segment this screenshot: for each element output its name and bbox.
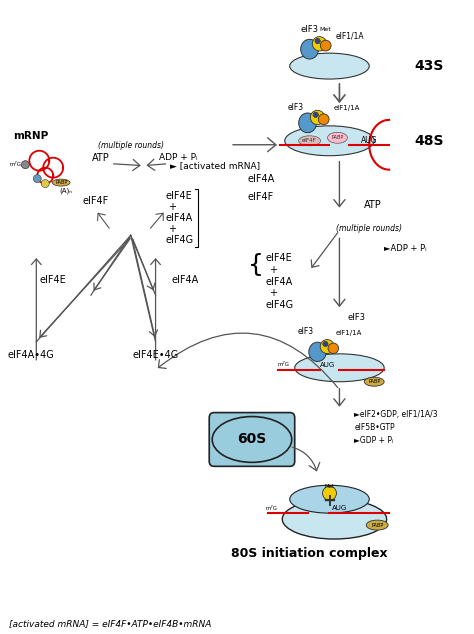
Text: PABP: PABP (331, 135, 344, 140)
Text: eIF3: eIF3 (298, 327, 314, 337)
Text: m⁷G: m⁷G (266, 506, 278, 510)
Text: eIF4A: eIF4A (172, 275, 199, 285)
Ellipse shape (52, 179, 70, 186)
Text: eIF1/1A: eIF1/1A (334, 105, 360, 111)
Ellipse shape (309, 342, 326, 361)
Text: eIF4E: eIF4E (40, 275, 66, 285)
Text: ►ADP + Pᵢ: ►ADP + Pᵢ (384, 244, 427, 253)
Circle shape (323, 341, 328, 347)
Text: +: + (168, 224, 176, 235)
Ellipse shape (290, 53, 369, 79)
Ellipse shape (295, 354, 384, 382)
Text: PABP: PABP (371, 522, 383, 527)
Circle shape (315, 39, 320, 44)
Circle shape (310, 110, 325, 125)
Text: eIF1/1A: eIF1/1A (336, 32, 364, 41)
FancyBboxPatch shape (209, 413, 295, 467)
Text: eIF4A•4G: eIF4A•4G (8, 350, 55, 360)
Text: m⁷G: m⁷G (9, 162, 21, 167)
Text: m⁷G: m⁷G (278, 362, 290, 367)
Text: ► [activated mRNA]: ► [activated mRNA] (171, 161, 261, 170)
Text: {: { (248, 253, 264, 277)
Text: eIF4E•4G: eIF4E•4G (132, 350, 179, 360)
Ellipse shape (328, 133, 347, 143)
Text: 60S: 60S (237, 432, 266, 446)
Circle shape (322, 486, 337, 500)
Ellipse shape (285, 126, 374, 156)
Circle shape (41, 179, 49, 188)
Text: (multiple rounds): (multiple rounds) (336, 224, 402, 233)
Text: eIF4F: eIF4F (302, 138, 317, 143)
Text: ►eIF2•GDP, eIF1/1A/3: ►eIF2•GDP, eIF1/1A/3 (355, 410, 438, 419)
Text: eIF4G: eIF4G (266, 300, 294, 310)
Text: AUG: AUG (332, 505, 347, 511)
Text: PABP: PABP (55, 180, 67, 185)
Text: PABP: PABP (368, 379, 380, 384)
Text: (A)ₙ: (A)ₙ (59, 187, 72, 194)
Ellipse shape (290, 485, 369, 513)
Text: eIF3: eIF3 (301, 25, 319, 34)
Circle shape (33, 174, 41, 183)
Text: eIF4A: eIF4A (266, 277, 293, 287)
Text: ATP: ATP (92, 153, 110, 163)
Text: AUG: AUG (320, 362, 335, 368)
Circle shape (320, 340, 334, 354)
Text: 48S: 48S (414, 134, 444, 148)
Text: mRNP: mRNP (13, 131, 49, 141)
Text: eIF4E: eIF4E (266, 253, 292, 263)
Ellipse shape (299, 136, 320, 146)
Text: Met: Met (324, 484, 335, 489)
Text: eIF4F: eIF4F (248, 191, 274, 202)
Text: +: + (269, 288, 277, 298)
Text: (multiple rounds): (multiple rounds) (98, 141, 164, 150)
Ellipse shape (301, 39, 319, 59)
Ellipse shape (283, 499, 387, 539)
Text: AUG: AUG (361, 136, 378, 145)
Circle shape (21, 160, 29, 169)
Text: eIF4A: eIF4A (165, 214, 193, 223)
Text: +: + (322, 492, 337, 510)
Circle shape (319, 114, 329, 125)
Text: 80S initiation complex: 80S initiation complex (231, 547, 388, 560)
Ellipse shape (212, 417, 292, 462)
Text: +: + (168, 202, 176, 212)
Text: ►GDP + Pᵢ: ►GDP + Pᵢ (355, 436, 394, 445)
Text: +: + (269, 265, 277, 275)
Text: eIF5B•GTP: eIF5B•GTP (355, 423, 395, 432)
Circle shape (320, 40, 331, 51)
Ellipse shape (299, 113, 317, 133)
Ellipse shape (366, 520, 388, 530)
Text: ATP: ATP (365, 200, 382, 210)
Text: 43S: 43S (414, 59, 443, 73)
Circle shape (313, 112, 319, 117)
Text: Met: Met (319, 27, 331, 32)
Text: eIF4A: eIF4A (248, 174, 275, 184)
Text: [activated mRNA] = eIF4F•ATP•eIF4B•mRNA: [activated mRNA] = eIF4F•ATP•eIF4B•mRNA (9, 619, 212, 628)
Text: eIF4F: eIF4F (83, 195, 109, 205)
Text: eIF1/1A: eIF1/1A (336, 330, 362, 336)
Text: eIF3: eIF3 (288, 103, 304, 112)
Text: ADP + Pᵢ: ADP + Pᵢ (158, 153, 197, 162)
Ellipse shape (365, 377, 384, 386)
Text: eIF3: eIF3 (347, 313, 365, 323)
Text: eIF4G: eIF4G (165, 235, 193, 245)
Circle shape (328, 343, 338, 354)
Text: eIF4E: eIF4E (165, 191, 192, 200)
Circle shape (312, 37, 327, 51)
